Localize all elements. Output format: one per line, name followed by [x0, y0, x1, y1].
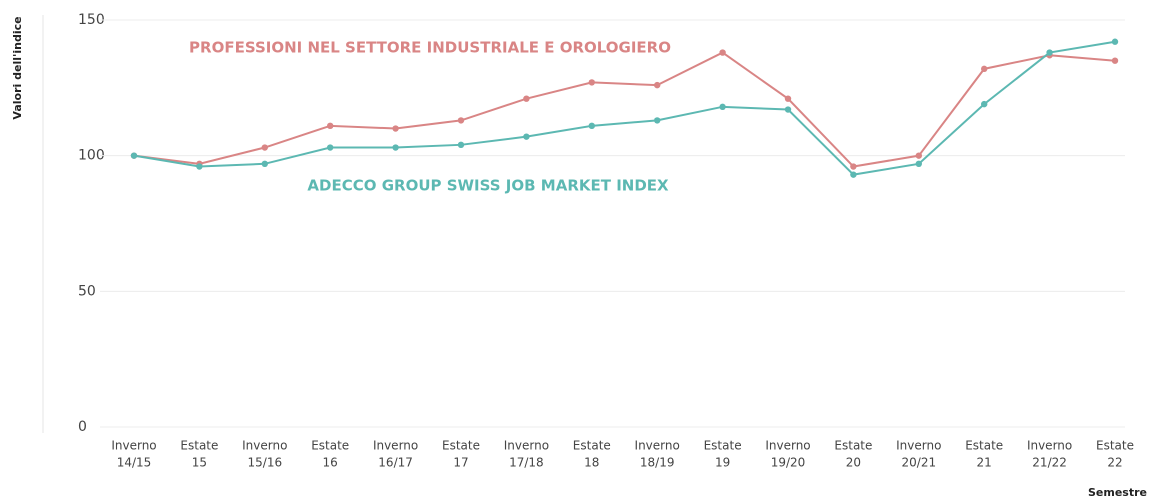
data-point: [392, 125, 399, 132]
x-tick-label: Inverno: [111, 439, 156, 453]
x-tick-label: Estate: [180, 439, 218, 453]
x-tick-label: Estate: [965, 439, 1003, 453]
x-tick-label: Estate: [311, 439, 349, 453]
x-tick-label: 20: [846, 456, 861, 470]
data-point: [1111, 38, 1119, 45]
x-tick-label: 19: [715, 456, 730, 470]
data-point: [784, 95, 792, 102]
x-tick-label: 20/21: [902, 456, 937, 470]
data-point: [981, 65, 988, 73]
x-tick-label: 21/22: [1032, 456, 1067, 470]
y-tick-label: 150: [78, 12, 105, 28]
x-tick-label: Inverno: [635, 439, 680, 453]
data-point: [915, 152, 922, 159]
data-point: [1046, 49, 1053, 56]
x-tick-label: Inverno: [504, 439, 549, 453]
x-tick-label: Inverno: [1027, 439, 1072, 453]
series-line: [133, 40, 1116, 176]
data-point: [523, 95, 530, 102]
series-line: [133, 51, 1116, 168]
data-point: [196, 163, 203, 170]
x-tick-label: Estate: [704, 439, 742, 453]
y-tick-label: 0: [78, 419, 87, 435]
x-tick-label: Inverno: [896, 439, 941, 453]
x-tick-label: Inverno: [765, 439, 810, 453]
data-point: [457, 141, 465, 149]
data-point: [261, 160, 268, 168]
y-tick-label: 100: [78, 148, 105, 164]
x-tick-label: 21: [977, 456, 992, 470]
data-point: [1111, 57, 1119, 64]
data-point: [457, 117, 465, 124]
series-label: ADECCO GROUP SWISS JOB MARKET INDEX: [307, 177, 669, 195]
x-tick-label: 18/19: [640, 456, 675, 470]
x-tick-label: Inverno: [242, 439, 287, 453]
data-point: [327, 122, 334, 130]
x-tick-label: 19/20: [771, 456, 806, 470]
data-point: [850, 163, 857, 170]
x-tick-label: 17/18: [509, 456, 544, 470]
x-tick-label: 14/15: [117, 456, 152, 470]
data-point: [130, 152, 138, 159]
data-point: [784, 106, 792, 113]
x-axis-title: Semestre: [1088, 486, 1147, 499]
data-point: [392, 144, 399, 151]
data-point: [523, 133, 530, 140]
x-tick-label: 16: [323, 456, 338, 470]
data-point: [588, 79, 595, 86]
data-point: [719, 49, 726, 56]
x-tick-label: 15/16: [248, 456, 283, 470]
data-point: [850, 171, 857, 178]
x-tick-label: Estate: [573, 439, 611, 453]
data-point: [654, 81, 661, 89]
y-axis-title: Valori dell'indice: [11, 16, 24, 119]
data-point: [588, 122, 595, 130]
data-point: [654, 117, 661, 124]
x-tick-label: 18: [584, 456, 599, 470]
x-tick-label: 16/17: [378, 456, 413, 470]
x-tick-label: Estate: [834, 439, 872, 453]
data-point: [981, 100, 988, 108]
data-point: [327, 144, 334, 151]
x-tick-label: Inverno: [373, 439, 418, 453]
y-tick-label: 50: [78, 283, 96, 299]
x-tick-label: Estate: [442, 439, 480, 453]
x-tick-label: 15: [192, 456, 207, 470]
x-tick-label: 17: [453, 456, 468, 470]
series-label: PROFESSIONI NEL SETTORE INDUSTRIALE E OR…: [189, 39, 671, 57]
data-point: [261, 144, 268, 151]
x-tick-label: 22: [1107, 456, 1122, 470]
x-tick-label: Estate: [1096, 439, 1134, 453]
data-point: [719, 103, 726, 111]
data-point: [915, 160, 922, 168]
